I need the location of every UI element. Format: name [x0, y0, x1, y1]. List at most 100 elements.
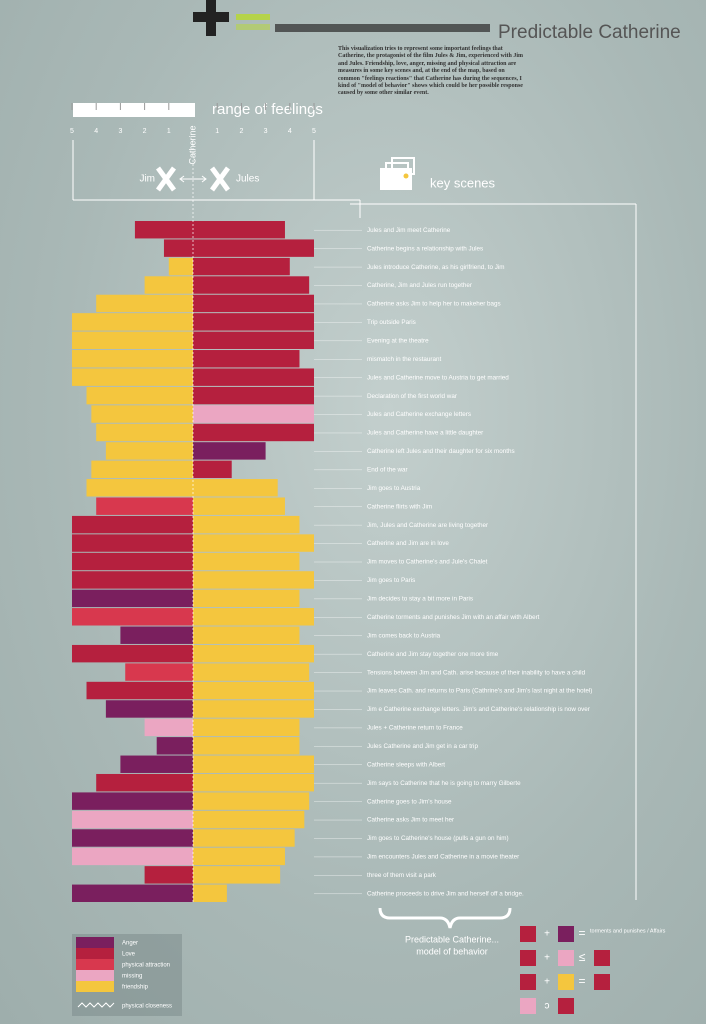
- jim-bar: [72, 644, 193, 663]
- jules-bar: [193, 350, 300, 368]
- color-chip: [236, 14, 270, 20]
- jim-bar: [72, 552, 193, 571]
- tick-label: 2: [239, 128, 243, 135]
- jules-bar: [193, 442, 266, 460]
- jim-bar: [72, 810, 193, 829]
- jim-bar: [156, 737, 193, 755]
- legend-swatch: [76, 959, 114, 970]
- arrow: [179, 175, 207, 183]
- right-name: Jules: [236, 174, 259, 185]
- model-subtitle: model of behavior: [416, 946, 488, 956]
- jim-bar: [134, 221, 193, 239]
- color-chip: [236, 24, 270, 30]
- legend-label: Anger: [122, 941, 138, 947]
- closeness-swatch: [77, 1002, 115, 1008]
- model-title: Predictable Catherine...: [405, 934, 499, 944]
- svg-text:=: =: [578, 974, 585, 988]
- jim-bar: [96, 423, 193, 442]
- tick-label: 3: [264, 128, 268, 135]
- scene-label: Catherine left Jules and their daughter …: [367, 448, 515, 455]
- tick-label: 4: [288, 128, 292, 135]
- jules-bar: [193, 608, 314, 626]
- jules-bar: [193, 405, 314, 423]
- jim-bar: [72, 571, 193, 589]
- tick-label: 5: [70, 128, 74, 135]
- jim-bar: [72, 884, 193, 902]
- jim-bar: [105, 700, 193, 718]
- jules-bar: [193, 663, 310, 681]
- tick-label: 2: [143, 128, 147, 135]
- jules-bar: [193, 571, 314, 589]
- scene-label: Catherine goes to Jim's house: [367, 798, 452, 805]
- jim-bar: [168, 257, 193, 276]
- scene-label: Jim moves to Catherine's and Jule's Chal…: [367, 559, 488, 566]
- scene-label: Catherine asks Jim to meet her: [367, 817, 454, 824]
- scene-label: Catherine torments and punishes Jim with…: [367, 614, 540, 621]
- jim-bar: [86, 479, 193, 497]
- jim-bar: [91, 460, 193, 479]
- scene-label: Jim goes to Catherine's house (pulls a g…: [367, 835, 509, 842]
- scene-label: Jim comes back to Austria: [367, 632, 441, 639]
- jules-bar: [193, 515, 300, 534]
- scene-icon: [403, 173, 409, 179]
- svg-text:ↄ: ↄ: [545, 1001, 550, 1012]
- title: Predictable Catherine: [498, 22, 681, 43]
- jim-bar: [72, 792, 193, 810]
- jules-bar: [193, 700, 314, 718]
- jim-bar: [72, 608, 193, 626]
- svg-text:+: +: [544, 953, 550, 964]
- scene-label: Declaration of the first world war: [367, 393, 457, 400]
- tick-label: 3: [118, 128, 122, 135]
- scene-label: Catherine and Jim stay together one more…: [367, 651, 499, 658]
- jim-bar: [120, 755, 193, 773]
- jules-bar: [193, 479, 278, 497]
- legend-label: missing: [122, 974, 142, 980]
- jim-bar: [72, 313, 193, 331]
- x-icon: [155, 166, 231, 192]
- svg-text:+: +: [544, 929, 550, 940]
- scenes-title: key scenes: [430, 175, 496, 190]
- legend-label: Love: [122, 952, 136, 958]
- scene-label: Catherine asks Jim to help her to makehe…: [367, 301, 501, 308]
- jules-bar: [193, 239, 314, 257]
- scale-title: range of feelings: [212, 101, 323, 118]
- scene-label: Jim encounters Jules and Catherine in a …: [367, 854, 519, 861]
- jim-bar: [86, 681, 193, 700]
- jules-bar: [193, 626, 300, 644]
- scene-label: Catherine proceeds to drive Jim and hers…: [367, 890, 524, 897]
- jules-bar: [193, 737, 300, 755]
- scene-label: Jules and Catherine have a little daught…: [367, 430, 483, 437]
- jim-bar: [72, 829, 193, 847]
- jules-bar: [193, 829, 295, 847]
- scene-label: Jim goes to Austria: [367, 485, 421, 492]
- jim-bar: [86, 386, 193, 405]
- jim-bar: [105, 442, 193, 460]
- scene-label: Jim decides to stay a bit more in Paris: [367, 596, 473, 603]
- jim-bar: [96, 773, 193, 792]
- description: This visualization tries to represent so…: [338, 46, 524, 97]
- scene-label: Jim goes to Paris: [367, 577, 415, 584]
- scribble: [275, 24, 490, 32]
- jules-bar: [193, 460, 232, 479]
- closeness-label: physical closeness: [122, 1004, 172, 1010]
- scene-label: Catherine begins a relationship with Jul…: [367, 245, 483, 252]
- jim-bar: [144, 866, 193, 884]
- jules-bar: [193, 644, 314, 663]
- jules-bar: [193, 681, 314, 700]
- jules-bar: [193, 847, 285, 866]
- jules-bar: [193, 534, 314, 552]
- jules-bar: [193, 294, 314, 313]
- jim-bar: [72, 331, 193, 350]
- jules-bar: [193, 313, 314, 331]
- scene-label: Catherine sleeps with Albert: [367, 761, 445, 768]
- jules-bar: [193, 552, 300, 571]
- jim-bar: [72, 515, 193, 534]
- svg-text:+: +: [544, 977, 550, 988]
- center-label: Catherine: [187, 125, 197, 164]
- scene-label: Trip outside Paris: [367, 319, 416, 326]
- jules-bar: [193, 773, 314, 792]
- jim-bar: [125, 663, 193, 681]
- jim-bar: [96, 497, 193, 515]
- jules-bar: [193, 221, 285, 239]
